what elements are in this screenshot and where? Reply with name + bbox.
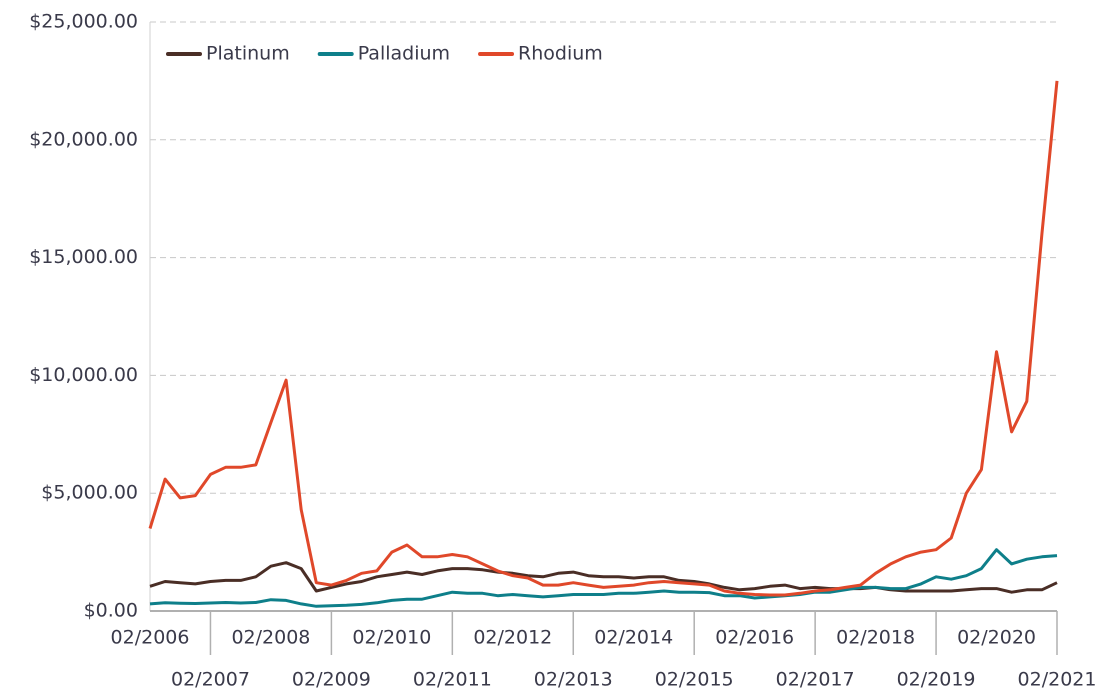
x-tick-label: 02/2012	[473, 627, 552, 649]
x-tick-label: 02/2016	[715, 627, 794, 649]
x-tick-label: 02/2018	[836, 627, 915, 649]
legend-label: Palladium	[358, 43, 450, 65]
x-tick-label: 02/2006	[111, 627, 190, 649]
x-tick-label: 02/2020	[957, 627, 1036, 649]
series-line	[149, 561, 1058, 594]
series-line	[149, 548, 1058, 608]
x-tick-label: 02/2015	[655, 669, 734, 690]
x-tick-label: 02/2007	[171, 669, 250, 690]
y-tick-label: $15,000.00	[29, 246, 138, 268]
y-tick-label: $5,000.00	[41, 482, 138, 504]
series-line	[148, 80, 1059, 597]
y-tick-label: $25,000.00	[29, 11, 138, 33]
y-tick-label: $20,000.00	[29, 128, 138, 150]
x-tick-label: 02/2019	[897, 669, 976, 690]
y-tick-label: $0.00	[84, 600, 138, 622]
x-tick-label: 02/2009	[292, 669, 371, 690]
x-tick-label: 02/2013	[534, 669, 613, 690]
x-tick-label: 02/2011	[413, 669, 492, 690]
x-tick-label: 02/2014	[594, 627, 673, 649]
legend-label: Rhodium	[518, 43, 603, 65]
x-tick-label: 02/2008	[231, 627, 310, 649]
legend-label: Platinum	[206, 43, 290, 65]
x-tick-label: 02/2010	[352, 627, 431, 649]
y-tick-label: $10,000.00	[29, 364, 138, 386]
x-tick-label: 02/2021	[1018, 669, 1097, 690]
x-tick-label: 02/2017	[776, 669, 855, 690]
